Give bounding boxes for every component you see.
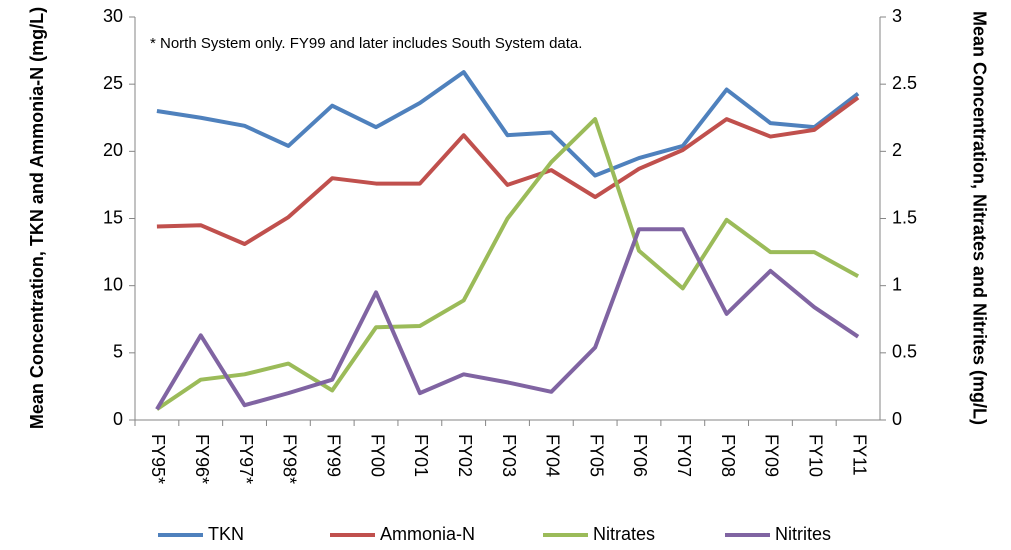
y-axis-title: Mean Concentration, TKN and Ammonia-N (m… — [27, 7, 47, 429]
x-tick-label: FY07 — [674, 434, 694, 477]
y-tick-label: 30 — [103, 6, 123, 26]
y-tick-label: 10 — [103, 274, 123, 294]
x-tick-label: FY10 — [806, 434, 826, 477]
x-tick-label: FY04 — [543, 434, 563, 477]
x-tick-label: FY02 — [455, 434, 475, 477]
annotation: * North System only. FY99 and later incl… — [150, 35, 582, 52]
y-tick-label: 15 — [103, 207, 123, 227]
y2-axis-title: Mean Concentration, Nitrates and Nitrite… — [969, 11, 989, 425]
series-line — [156, 70, 860, 178]
x-tick-label: FY00 — [367, 434, 387, 477]
x-tick-label: FY05 — [586, 434, 606, 477]
y2-tick-label: 1 — [892, 274, 902, 294]
y-tick-label: 0 — [113, 409, 123, 429]
legend-label: Nitrates — [593, 524, 655, 544]
x-tick-label: FY03 — [499, 434, 519, 477]
series-line — [155, 117, 860, 411]
x-tick-label: FY99 — [323, 434, 343, 477]
y2-tick-label: 1.5 — [892, 207, 917, 227]
x-tick-label: FY98* — [280, 434, 300, 484]
y2-tick-label: 2 — [892, 140, 902, 160]
y2-tick-label: 2.5 — [892, 73, 917, 93]
x-tick-label: FY97* — [236, 434, 256, 484]
x-tick-label: FY95* — [148, 434, 168, 484]
y-tick-label: 5 — [113, 342, 123, 362]
y2-tick-label: 0 — [892, 409, 902, 429]
x-tick-label: FY01 — [411, 434, 431, 477]
y-tick-label: 20 — [103, 140, 123, 160]
y2-tick-label: 0.5 — [892, 342, 917, 362]
series-line — [156, 95, 860, 247]
x-tick-label: FY06 — [630, 434, 650, 477]
y2-tick-label: 3 — [892, 6, 902, 26]
series-line — [155, 227, 860, 411]
legend-label: Ammonia-N — [380, 524, 475, 544]
x-tick-label: FY09 — [762, 434, 782, 477]
x-tick-label: FY96* — [192, 434, 212, 484]
x-tick-label: FY11 — [849, 434, 869, 476]
legend-label: TKN — [208, 524, 244, 544]
y-tick-label: 25 — [103, 73, 123, 93]
x-tick-label: FY08 — [718, 434, 738, 477]
legend-label: Nitrites — [775, 524, 831, 544]
